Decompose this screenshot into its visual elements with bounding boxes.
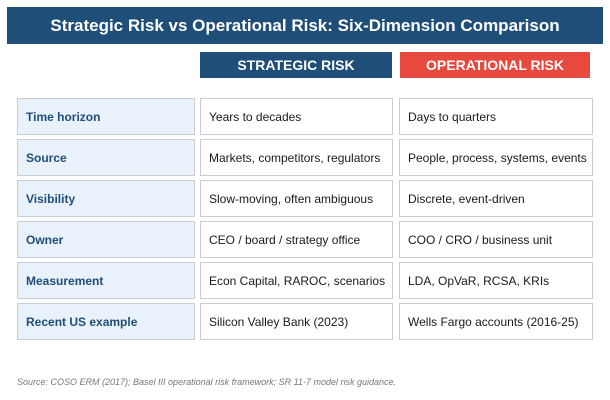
dimension-label: Measurement (17, 262, 195, 299)
operational-cell: LDA, OpVaR, RCSA, KRIs (399, 262, 593, 299)
operational-risk-header: OPERATIONAL RISK (400, 52, 590, 78)
strategic-cell: CEO / board / strategy office (200, 221, 393, 258)
dimension-label: Owner (17, 221, 195, 258)
dimension-label: Source (17, 139, 195, 176)
operational-cell: Discrete, event-driven (399, 180, 593, 217)
strategic-cell: Slow-moving, often ambiguous (200, 180, 393, 217)
strategic-risk-header: STRATEGIC RISK (200, 52, 392, 78)
strategic-cell: Silicon Valley Bank (2023) (200, 303, 393, 340)
page-title: Strategic Risk vs Operational Risk: Six-… (7, 7, 603, 44)
source-note: Source: COSO ERM (2017); Basel III opera… (17, 377, 396, 387)
operational-cell: COO / CRO / business unit (399, 221, 593, 258)
dimension-label: Recent US example (17, 303, 195, 340)
strategic-cell: Econ Capital, RAROC, scenarios (200, 262, 393, 299)
strategic-cell: Years to decades (200, 98, 393, 135)
dimension-label: Visibility (17, 180, 195, 217)
operational-cell: Wells Fargo accounts (2016-25) (399, 303, 593, 340)
operational-cell: Days to quarters (399, 98, 593, 135)
dimension-label: Time horizon (17, 98, 195, 135)
operational-cell: People, process, systems, events (399, 139, 593, 176)
strategic-cell: Markets, competitors, regulators (200, 139, 393, 176)
